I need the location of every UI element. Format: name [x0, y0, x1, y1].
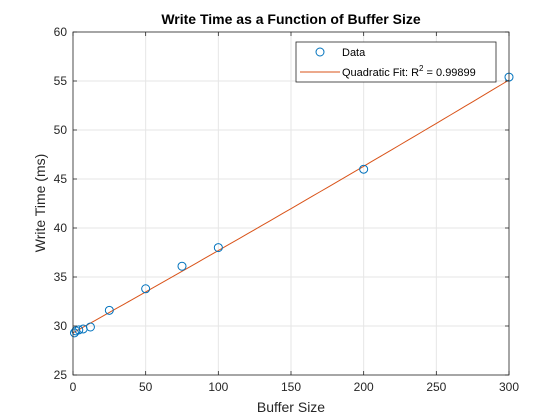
legend-data-marker: [315, 47, 325, 57]
y-tick-label: 60: [54, 25, 68, 39]
ticks: [72, 31, 510, 376]
quadratic-fit-line: [72, 79, 510, 334]
legend-fit-superscript: 2: [419, 64, 424, 73]
x-tick-label: 100: [208, 380, 228, 394]
legend-fit-label: Quadratic Fit: R2 = 0.99899: [342, 64, 476, 79]
x-tick-labels: 0 50 100 150 200 250 300: [70, 380, 520, 394]
chart-title: Write Time as a Function of Buffer Size: [161, 11, 421, 27]
x-tick-label: 150: [281, 380, 301, 394]
data-point: [141, 284, 151, 294]
y-tick-label: 55: [54, 74, 68, 88]
x-axis-label: Buffer Size: [257, 399, 325, 415]
y-tick-label: 25: [54, 368, 68, 382]
y-tick-label: 30: [54, 319, 68, 333]
data-point: [74, 325, 84, 335]
legend: Data Quadratic Fit: R2 = 0.99899: [295, 41, 497, 83]
legend-fit-prefix: Quadratic Fit: R: [342, 67, 419, 79]
x-tick-label: 0: [70, 380, 77, 394]
y-tick-label: 35: [54, 270, 68, 284]
y-tick-label: 45: [54, 172, 68, 186]
x-tick-label: 300: [499, 380, 519, 394]
legend-data-label: Data: [342, 47, 366, 59]
x-tick-label: 50: [139, 380, 153, 394]
data-points: [69, 72, 514, 338]
legend-fit-suffix: = 0.99899: [423, 67, 475, 79]
legend-box: [295, 41, 497, 83]
x-tick-label: 200: [354, 380, 374, 394]
data-point: [213, 243, 223, 253]
y-tick-label: 50: [54, 123, 68, 137]
data-point: [177, 261, 187, 271]
data-point: [85, 322, 95, 332]
fit-layer: [72, 79, 510, 334]
x-tick-label: 250: [426, 380, 446, 394]
data-point: [359, 164, 369, 174]
y-tick-label: 40: [54, 221, 68, 235]
y-tick-labels: 25 30 35 40 45 50 55 60: [54, 25, 68, 382]
data-point: [104, 305, 114, 315]
y-axis-label: Write Time (ms): [32, 154, 48, 253]
